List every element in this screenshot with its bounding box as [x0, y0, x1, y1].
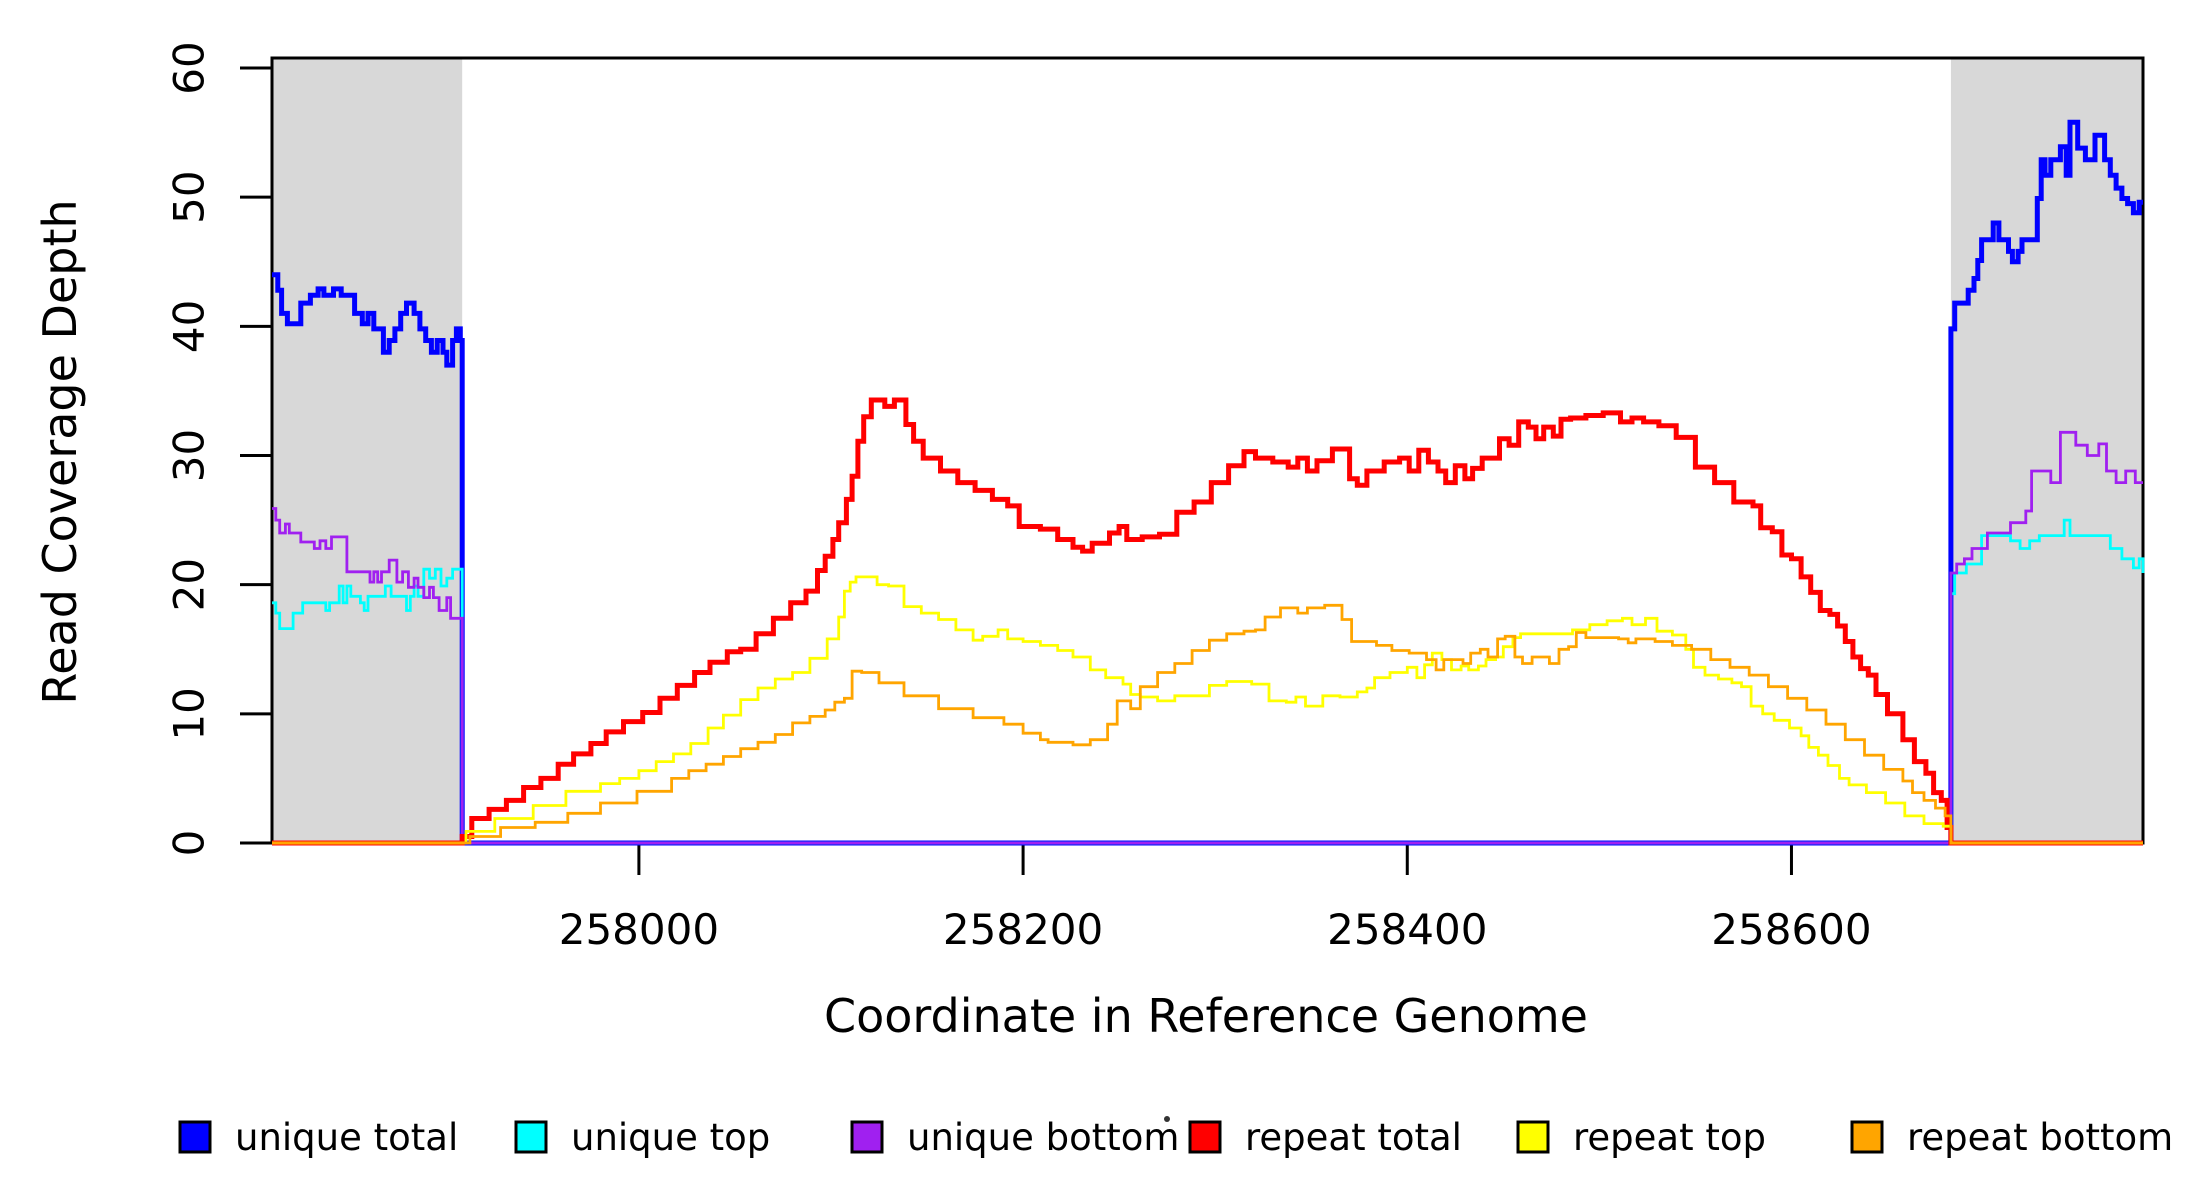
- legend-label-unique-total: unique total: [235, 1116, 458, 1159]
- legend-item-unique-bottom: unique bottom: [850, 1116, 1179, 1159]
- y-tick-label: 20: [165, 558, 214, 611]
- axes: 258000 258200 258400 258600 0 10 20 30 40 50 60: [165, 41, 1872, 954]
- legend-label-unique-top: unique top: [571, 1116, 770, 1159]
- y-tick-label: 0: [165, 830, 214, 857]
- x-tick-label: 258200: [943, 905, 1103, 954]
- legend-label-repeat-top: repeat top: [1573, 1116, 1766, 1159]
- y-tick-label: 60: [165, 41, 214, 94]
- shaded-region-0: [272, 58, 463, 843]
- legend-item-unique-top: unique top: [514, 1116, 770, 1159]
- series-line-repeat-top: [272, 575, 2143, 845]
- y-tick-label: 30: [165, 429, 214, 482]
- y-tick-label: 50: [165, 170, 214, 223]
- legend-swatch-unique-total: [178, 1120, 212, 1154]
- series-line-unique-total: [272, 119, 2143, 846]
- x-tick-label: 258600: [1711, 905, 1871, 954]
- legend-label-repeat-total: repeat total: [1245, 1116, 1462, 1159]
- legend-label-repeat-bottom: repeat bottom: [1907, 1116, 2173, 1159]
- x-tick-label: 258400: [1327, 905, 1487, 954]
- shaded-region-1: [1950, 58, 2143, 843]
- legend: unique total unique top unique bottom repea…: [178, 1116, 2173, 1159]
- legend-item-repeat-top: repeat top: [1516, 1116, 1766, 1159]
- x-tick-label: 258000: [559, 905, 719, 954]
- series-lines: [272, 119, 2145, 846]
- series-line-repeat-total: [272, 397, 2143, 846]
- x-axis-title: Coordinate in Reference Genome: [824, 989, 1588, 1043]
- legend-label-unique-bottom: unique bottom: [907, 1116, 1179, 1159]
- series-line-repeat-bottom: [272, 603, 2143, 845]
- y-tick-label: 10: [165, 687, 214, 740]
- y-axis-title: Read Coverage Depth: [33, 199, 87, 704]
- plot-border: [270, 56, 2145, 845]
- series-line-unique-bottom: [272, 430, 2143, 845]
- series-line-unique-top: [272, 518, 2145, 845]
- legend-swatch-repeat-top: [1516, 1120, 1550, 1154]
- legend-swatch-unique-top: [514, 1120, 548, 1154]
- stray-dot: [1164, 1116, 1170, 1122]
- shaded-regions: [272, 58, 2143, 843]
- legend-item-unique-total: unique total: [178, 1116, 458, 1159]
- legend-item-repeat-total: repeat total: [1188, 1116, 1462, 1159]
- legend-item-repeat-bottom: repeat bottom: [1850, 1116, 2173, 1159]
- y-tick-label: 40: [165, 300, 214, 353]
- legend-swatch-unique-bottom: [850, 1120, 884, 1154]
- legend-swatch-repeat-total: [1188, 1120, 1222, 1154]
- legend-swatch-repeat-bottom: [1850, 1120, 1884, 1154]
